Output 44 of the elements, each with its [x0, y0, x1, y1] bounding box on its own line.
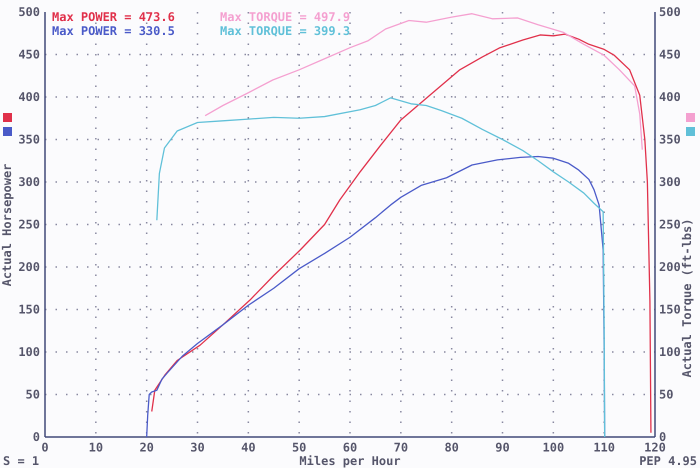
y-tick-label: 150 [18, 302, 40, 316]
line-series [204, 13, 643, 150]
y2-tick-label: 50 [659, 387, 674, 402]
y-tick-label: 0 [32, 430, 40, 444]
y-tick-label: 100 [18, 344, 40, 359]
y2-tick-label: 200 [659, 260, 681, 274]
x-tick-label: 40 [241, 440, 256, 455]
y2-tick-label: 350 [659, 132, 681, 146]
x-tick-label: 70 [394, 440, 408, 455]
x-axis-title: Miles per Hour [299, 454, 401, 468]
y-tick-label: 400 [18, 90, 40, 104]
y-tick-label: 500 [18, 4, 40, 19]
annotation: Max POWER = 330.5 [52, 24, 175, 38]
x-tick-label: 20 [139, 440, 154, 455]
y-tick-label: 250 [18, 217, 40, 232]
text: S = 1 [3, 454, 40, 468]
y2-axis-title: Actual Torque (ft-lbs) [680, 218, 694, 378]
annotation: Max TORQUE = 399.3 [220, 24, 350, 38]
y-axis-title: Actual Horsepower [0, 164, 14, 286]
y-tick-label: 450 [18, 47, 40, 62]
line-series [156, 97, 606, 438]
annotation: Max TORQUE = 497.9 [220, 10, 350, 24]
x-tick-label: 10 [88, 440, 104, 455]
x-tick-label: 50 [292, 440, 306, 455]
y2-tick-label: 450 [659, 47, 681, 62]
y-tick-label: 300 [18, 174, 40, 189]
y2-tick-label: 400 [659, 90, 681, 104]
x-tick-label: 30 [190, 440, 205, 455]
x-tick-label: 80 [444, 440, 459, 455]
x-tick-label: 110 [593, 440, 616, 455]
y-tick-label: 50 [26, 387, 40, 402]
annotation: Max POWER = 473.6 [52, 10, 175, 24]
x-tick-label: 60 [342, 440, 358, 455]
y2-tick-label: 300 [659, 174, 681, 189]
y2-tick-label: 150 [659, 302, 681, 316]
y2-tick-label: 250 [659, 217, 681, 232]
x-tick-label: 90 [495, 440, 510, 455]
text: PEP 4.95 [639, 454, 697, 468]
x-tick-label: 100 [542, 440, 564, 455]
y2-tick-label: 100 [659, 344, 681, 359]
y-tick-label: 200 [18, 260, 40, 274]
y-tick-label: 350 [18, 132, 40, 146]
x-tick-label: 0 [41, 440, 49, 455]
y2-tick-label: 500 [659, 4, 681, 19]
